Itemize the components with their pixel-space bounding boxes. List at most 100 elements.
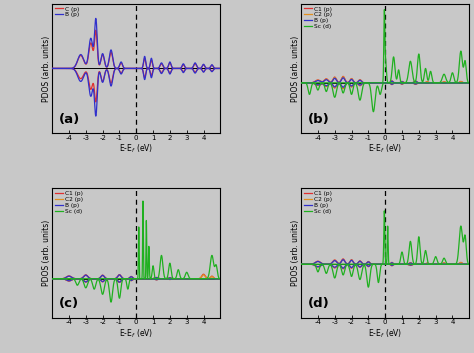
Line: C2 (p): C2 (p) [301,259,469,264]
B (p) [121,276,127,281]
C1 (p) [214,277,220,281]
Legend: C (p), B (p): C (p), B (p) [54,5,81,19]
B (p) [370,81,376,85]
C2 (p) [466,262,472,267]
C1 (p) [201,272,206,276]
C (p) [132,66,137,71]
C (p) [68,66,74,71]
Sc (d) [298,81,304,85]
B (p) [363,262,368,266]
C2 (p) [463,81,469,85]
C (p) [196,66,202,71]
B (p) [466,81,472,85]
C1 (p) [340,257,346,261]
Line: Sc (d): Sc (d) [301,211,469,264]
B (p) [79,276,84,281]
Sc (d) [363,262,368,267]
B (p) [196,277,202,281]
B (p) [466,262,472,267]
B (p) [49,277,55,281]
Legend: C1 (p), C2 (p), B (p), Sc (d): C1 (p), C2 (p), B (p), Sc (d) [54,190,84,215]
C1 (p) [328,262,333,266]
C2 (p) [298,81,304,85]
Sc (d) [466,262,472,266]
B (p) [218,66,223,71]
C2 (p) [445,81,451,85]
C2 (p) [340,75,346,79]
C2 (p) [298,262,304,267]
B (p) [328,262,333,266]
C2 (p) [214,277,220,281]
C2 (p) [114,276,119,280]
Sc (d) [121,277,127,281]
Sc (d) [79,277,84,281]
C2 (p) [318,261,323,265]
C1 (p) [466,262,472,267]
B (p) [340,258,346,262]
C2 (p) [328,80,333,84]
C2 (p) [201,273,206,277]
C2 (p) [379,262,385,267]
X-axis label: E-E$_f$ (eV): E-E$_f$ (eV) [119,327,154,340]
B (p) [49,66,55,71]
C1 (p) [318,260,323,264]
X-axis label: E-E$_f$ (eV): E-E$_f$ (eV) [368,327,402,340]
C1 (p) [49,277,55,281]
C1 (p) [298,262,304,267]
C2 (p) [79,276,84,281]
Sc (d) [363,81,368,85]
Sc (d) [140,199,146,203]
Sc (d) [318,81,323,85]
B (p) [214,277,220,281]
Y-axis label: PDOS (arb. units): PDOS (arb. units) [291,35,300,102]
Sc (d) [463,242,469,246]
C1 (p) [463,81,469,85]
C1 (p) [298,81,304,85]
B (p) [121,66,127,70]
C1 (p) [328,80,333,84]
B (p) [114,276,119,280]
Legend: C1 (p), C2 (p), B (p), Sc (d): C1 (p), C2 (p), B (p), Sc (d) [303,5,333,31]
Sc (d) [328,262,333,267]
C1 (p) [445,262,451,267]
C1 (p) [340,74,346,78]
B (p) [298,262,304,267]
C1 (p) [79,276,84,281]
C2 (p) [318,79,323,83]
Line: C1 (p): C1 (p) [52,274,220,279]
B (p) [463,262,469,267]
C2 (p) [376,81,382,85]
Sc (d) [196,277,202,281]
C2 (p) [328,262,333,266]
B (p) [445,81,451,85]
Line: C1 (p): C1 (p) [301,259,469,264]
C2 (p) [370,262,376,267]
B (p) [445,262,451,267]
B (p) [214,66,220,71]
C1 (p) [466,81,472,85]
B (p) [196,66,202,71]
Y-axis label: PDOS (arb. units): PDOS (arb. units) [291,220,300,286]
C2 (p) [121,276,127,281]
Sc (d) [49,277,55,281]
B (p) [79,53,84,57]
Text: (c): (c) [59,297,79,310]
Y-axis label: PDOS (arb. units): PDOS (arb. units) [42,35,51,102]
C2 (p) [68,275,74,279]
Sc (d) [445,262,451,266]
C (p) [214,66,220,71]
Line: C2 (p): C2 (p) [301,77,469,83]
Line: C2 (p): C2 (p) [52,275,220,279]
C1 (p) [114,276,119,280]
Line: B (p): B (p) [52,18,220,68]
X-axis label: E-E$_f$ (eV): E-E$_f$ (eV) [368,143,402,155]
Sc (d) [318,262,323,267]
B (p) [340,76,346,80]
Legend: C1 (p), C2 (p), B (p), Sc (d): C1 (p), C2 (p), B (p), Sc (d) [303,190,333,215]
C (p) [114,66,119,71]
C2 (p) [363,262,368,266]
B (p) [117,273,122,277]
Line: Sc (d): Sc (d) [52,201,220,279]
C2 (p) [445,262,451,267]
Sc (d) [463,65,469,69]
